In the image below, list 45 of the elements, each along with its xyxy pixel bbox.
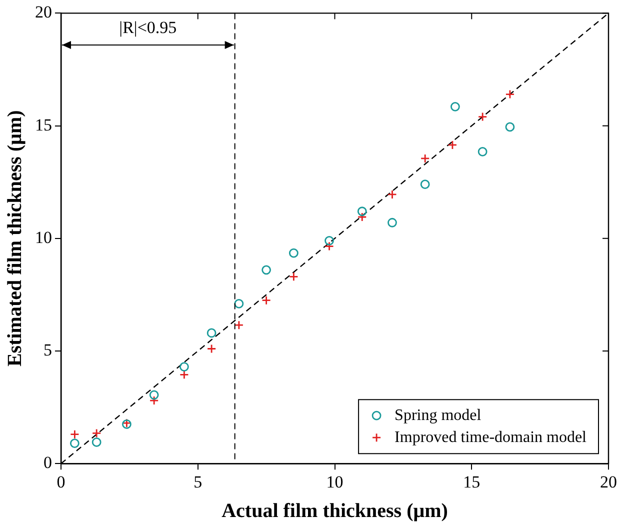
y-tick-label: 20 [35,2,52,22]
y-tick-label: 15 [35,115,52,134]
point [420,154,430,164]
point [206,328,216,338]
point [70,438,80,448]
point [179,370,189,380]
point [206,344,216,354]
point [324,242,334,251]
point [478,112,488,122]
point [357,206,367,216]
x-axis-title: Actual film thickness (μm) [222,500,448,522]
x-tick-label: 10 [326,472,344,492]
point [92,438,102,447]
point [179,362,189,372]
legend-label: Improved time-domain model [394,428,588,446]
point [92,428,102,438]
point [324,236,334,246]
point [450,102,460,112]
annotation: |R|<0.95 [119,18,177,38]
y-axis-title: Estimated film thickness (μm) [4,110,26,367]
x-tick-label: 0 [56,472,66,492]
point [388,190,397,200]
point [357,212,367,222]
point [505,122,515,132]
point [420,180,430,190]
point [149,396,159,406]
legend-label: Spring model [394,406,482,424]
point [234,320,244,330]
x-tick-label: 20 [600,472,617,492]
point [70,430,80,440]
y-tick-label: 5 [44,340,52,360]
point [505,90,515,99]
y-tick-label: 0 [44,453,52,472]
point [288,272,298,282]
point [234,299,244,308]
point [288,248,298,258]
point [388,218,397,228]
point [262,296,272,306]
point [149,390,159,400]
x-tick-label: 15 [463,472,480,492]
point [448,140,458,150]
point [478,147,488,156]
x-tick-label: 5 [194,472,202,492]
point [262,265,272,275]
y-tick-label: 10 [35,228,52,247]
